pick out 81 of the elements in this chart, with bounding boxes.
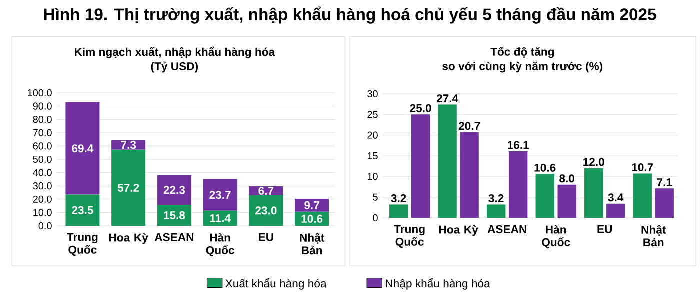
x-tick-label: Nhật Bản [300,233,325,255]
data-label: 27.4 [436,94,459,102]
y-tick-label: 20.0 [33,196,52,203]
y-tick-label: 30 [368,90,378,98]
y-tick-label: 60.0 [33,142,52,150]
x-tick-label: Hàn Quốc [206,233,234,257]
bar [66,194,100,226]
data-label: 3.4 [608,194,624,202]
data-label: 15.8 [164,211,186,220]
x-tick-label: Trung Quốc [394,225,425,248]
legend-label: Nhập khẩu hàng hóa [386,278,490,290]
y-tick-label: 50.0 [33,156,52,164]
data-label: 20.7 [458,122,480,130]
data-label: 8.0 [560,174,575,183]
x-tick-label: Hoa Kỳ [109,233,148,244]
bar [655,188,674,218]
bar [249,195,284,226]
y-tick-label: 70.0 [33,129,52,136]
y-tick-label: 5 [373,194,378,201]
y-tick-label: 0 [373,214,378,222]
x-tick-label: Hàn Quốc [542,225,570,249]
data-label: 23.5 [72,206,94,214]
data-label: 11.4 [210,214,231,222]
bar [411,114,430,218]
y-tick-label: 10 [368,173,378,180]
chart-subtitle: so với cùng kỳ năm trước (%) [442,62,603,73]
bar [112,140,146,150]
x-tick-label: Trung Quốc [67,233,98,256]
y-axis-title: (Tỷ USD) [151,62,198,73]
bar [389,204,408,218]
bar [438,104,457,218]
bar [584,168,604,218]
data-label: 3.2 [488,194,504,202]
x-tick-label: Nhật Bản [642,225,666,247]
bar [509,151,528,218]
bar [536,174,554,218]
data-label: 7.3 [121,141,136,150]
data-label: 10.6 [302,214,323,223]
bar [606,204,626,218]
legend-label: Xuất khẩu hàng hóa [226,278,327,290]
x-tick-label: Hoa Kỳ [439,225,478,236]
bar [558,184,576,218]
data-label: 16.1 [508,141,530,150]
chart-title: Hình 19. Thị trường xuất, nhập khẩu hàng hoá chủ yếu 5 tháng đầu năm 2025 [44,6,656,24]
data-label: 7.1 [657,178,672,186]
y-tick-label: 0.0 [38,222,52,230]
data-label: 25.0 [410,104,432,112]
chart-subtitle: Kim ngạch xuất, nhập khẩu hàng hóa [74,46,276,58]
y-tick-label: 25 [368,111,378,118]
data-label: 9.7 [304,201,320,210]
data-label: 23.7 [210,191,231,200]
y-tick-label: 30.0 [33,182,52,190]
bar [487,204,506,218]
bar [203,179,238,211]
y-tick-label: 10.0 [34,209,52,216]
bar [295,198,330,212]
data-label: 6.7 [258,186,274,195]
data-label: 10.6 [534,164,556,172]
bar [460,132,479,218]
data-label: 22.3 [164,186,186,194]
bar [633,174,652,218]
y-tick-label: 20 [368,132,378,139]
data-label: 3.2 [391,194,406,202]
data-label: 69.4 [72,144,94,153]
bar [112,150,146,226]
x-tick-label: ASEAN [154,233,194,242]
data-label: 12.0 [584,158,604,166]
data-label: 23.0 [256,206,277,215]
y-tick-label: 90.0 [33,102,52,110]
y-tick-label: 40.0 [33,169,52,176]
x-tick-label: EU [598,225,612,234]
y-tick-label: 15 [368,152,378,160]
bar [157,175,192,205]
data-label: 57.2 [118,184,140,192]
bar [66,102,100,195]
y-tick-label: 100.0 [28,89,52,97]
x-tick-label: EU [259,233,274,242]
y-tick-label: 80.0 [33,116,52,124]
data-label: 10.7 [632,163,654,172]
x-tick-label: ASEAN [488,225,526,234]
chart-title: Tốc độ tăng [490,47,554,58]
